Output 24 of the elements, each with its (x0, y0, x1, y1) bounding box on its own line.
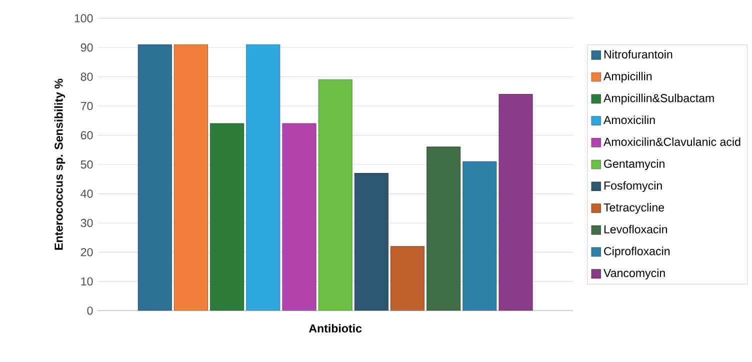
legend-label: Gentamycin (604, 159, 664, 170)
legend-label: Ciprofloxacin (604, 246, 670, 258)
x-axis-title: Antibiotic (308, 324, 362, 333)
y-tick-label: 30 (80, 218, 93, 228)
legend-label: Amoxicilin (604, 116, 655, 124)
y-tick-label: 0 (87, 306, 93, 315)
y-tick-label: 10 (81, 277, 93, 286)
legend-label: Amoxicilin&Clavulanic acid (604, 138, 740, 146)
legend-label: Levofloxacin (604, 224, 668, 234)
legend-label: Ampicillin (604, 72, 652, 83)
y-tick-label: 80 (80, 72, 93, 81)
y-tick-label: 90 (80, 43, 93, 52)
y-tick-label: 100 (74, 14, 93, 22)
legend-label: Tetracycline (604, 203, 664, 214)
y-tick-label: 40 (80, 190, 93, 198)
legend-label: Nitrofurantoin (604, 50, 672, 59)
y-tick-label: 50 (80, 160, 93, 169)
legend-label: Fosfomycin (604, 181, 662, 192)
y-tick-label: 60 (80, 131, 93, 140)
y-axis-title: Enterococcus sp. Sensibility % (54, 78, 66, 250)
y-tick-label: 20 (80, 248, 93, 256)
legend-label: Ampicillin&Sulbactam (604, 94, 714, 105)
legend-label: Vancomycin (604, 268, 665, 280)
y-tick-label: 70 (80, 102, 93, 110)
